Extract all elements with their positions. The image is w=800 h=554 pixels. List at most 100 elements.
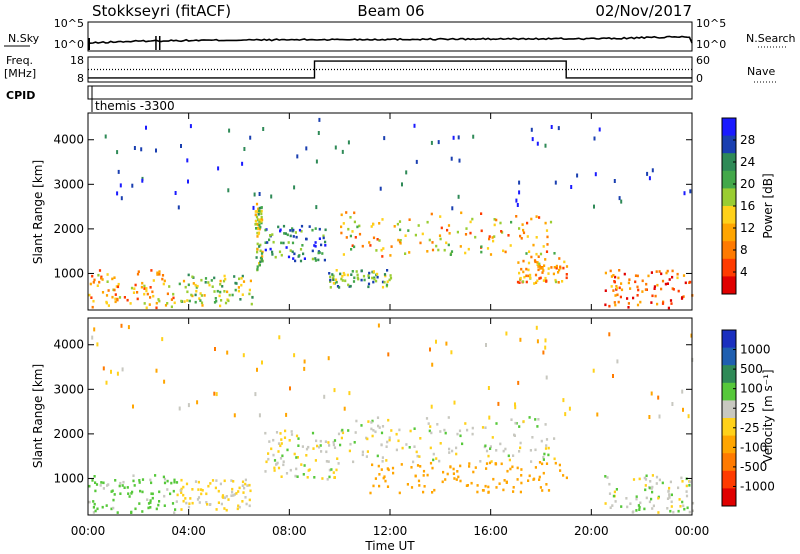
scatter-cell — [383, 475, 386, 478]
scatter-cell — [261, 218, 264, 222]
power-colorbar-segment — [722, 188, 736, 207]
scatter-cell — [328, 272, 331, 275]
scatter-cell — [268, 238, 271, 242]
scatter-cell — [97, 273, 100, 277]
scatter-cell — [516, 478, 519, 481]
scatter-cell — [593, 204, 595, 209]
scatter-cell — [325, 450, 328, 454]
scatter-cell — [315, 159, 318, 164]
velocity-colorbar-tick-label: -1000 — [740, 479, 775, 493]
scatter-cell — [252, 205, 255, 210]
scatter-cell — [340, 231, 343, 235]
scatter-cell — [333, 439, 337, 442]
scatter-cell — [681, 500, 684, 504]
noise-left-label: N.Sky — [8, 32, 40, 45]
scatter-cell — [661, 279, 665, 283]
scatter-cell — [516, 280, 520, 284]
scatter-cell — [219, 482, 222, 486]
noise-right-tick-top: 10^5 — [696, 17, 726, 30]
scatter-cell — [504, 447, 507, 451]
scatter-cell — [535, 215, 538, 218]
scatter-cell — [259, 260, 262, 264]
scatter-cell — [314, 227, 317, 230]
scatter-cell — [314, 459, 317, 462]
scatter-cell — [512, 490, 515, 493]
scatter-cell — [464, 251, 467, 255]
scatter-cell — [533, 282, 536, 285]
scatter-cell — [357, 277, 360, 281]
scatter-cell — [117, 169, 120, 174]
scatter-cell — [274, 255, 277, 259]
scatter-cell — [122, 480, 125, 484]
scatter-cell — [376, 275, 379, 279]
scatter-cell — [632, 296, 635, 300]
scatter-cell — [138, 481, 141, 484]
scatter-cell — [389, 254, 392, 257]
scatter-cell — [303, 366, 306, 371]
scatter-cell — [530, 127, 533, 132]
scatter-cell — [382, 476, 385, 480]
velocity-ytick-label: 4000 — [53, 338, 84, 352]
scatter-cell — [405, 170, 408, 175]
scatter-cell — [273, 459, 277, 462]
scatter-cell — [194, 300, 197, 304]
scatter-cell — [645, 496, 648, 500]
scatter-cell — [564, 412, 567, 417]
scatter-cell — [549, 220, 553, 224]
scatter-cell — [618, 196, 621, 201]
scatter-cell — [532, 243, 535, 247]
scatter-cell — [130, 510, 133, 514]
scatter-cell — [183, 300, 186, 303]
scatter-cell — [522, 228, 525, 232]
scatter-cell — [332, 278, 335, 281]
scatter-cell — [367, 282, 371, 286]
scatter-cell — [129, 302, 132, 305]
scatter-cell — [493, 218, 496, 221]
scatter-cell — [676, 276, 679, 280]
scatter-cell — [161, 274, 165, 277]
scatter-cell — [512, 454, 515, 457]
scatter-cell — [209, 503, 212, 506]
scatter-cell — [614, 500, 617, 503]
scatter-cell — [373, 277, 376, 281]
scatter-cell — [544, 423, 547, 426]
scatter-cell — [182, 279, 186, 283]
scatter-cell — [538, 264, 541, 268]
scatter-cell — [668, 486, 671, 490]
scatter-cell — [386, 467, 389, 470]
scatter-cell — [416, 464, 420, 467]
scatter-cell — [527, 479, 530, 482]
scatter-cell — [615, 286, 618, 290]
scatter-cell — [301, 445, 304, 448]
scatter-cell — [396, 222, 399, 226]
scatter-cell — [349, 442, 352, 446]
scatter-cell — [655, 482, 658, 485]
scatter-cell — [419, 437, 422, 440]
scatter-cell — [311, 228, 314, 232]
scatter-cell — [241, 500, 244, 503]
scatter-cell — [493, 223, 496, 227]
scatter-cell — [520, 481, 523, 485]
scatter-cell — [629, 502, 632, 505]
scatter-cell — [570, 185, 573, 189]
scatter-cell — [303, 257, 306, 260]
scatter-cell — [608, 492, 612, 495]
scatter-cell — [413, 445, 416, 448]
scatter-cell — [207, 281, 210, 284]
scatter-cell — [399, 239, 402, 242]
scatter-cell — [173, 511, 176, 514]
scatter-cell — [355, 270, 358, 273]
scatter-cell — [155, 306, 158, 310]
scatter-cell — [374, 430, 377, 434]
scatter-cell — [308, 225, 311, 228]
scatter-cell — [172, 292, 175, 296]
scatter-cell — [271, 233, 274, 236]
scatter-cell — [689, 189, 692, 194]
scatter-cell — [508, 458, 511, 462]
scatter-cell — [457, 135, 460, 140]
scatter-cell — [410, 466, 413, 469]
scatter-cell — [184, 497, 187, 500]
scatter-cell — [534, 260, 537, 264]
scatter-cell — [174, 191, 177, 195]
scatter-cell — [324, 240, 327, 244]
